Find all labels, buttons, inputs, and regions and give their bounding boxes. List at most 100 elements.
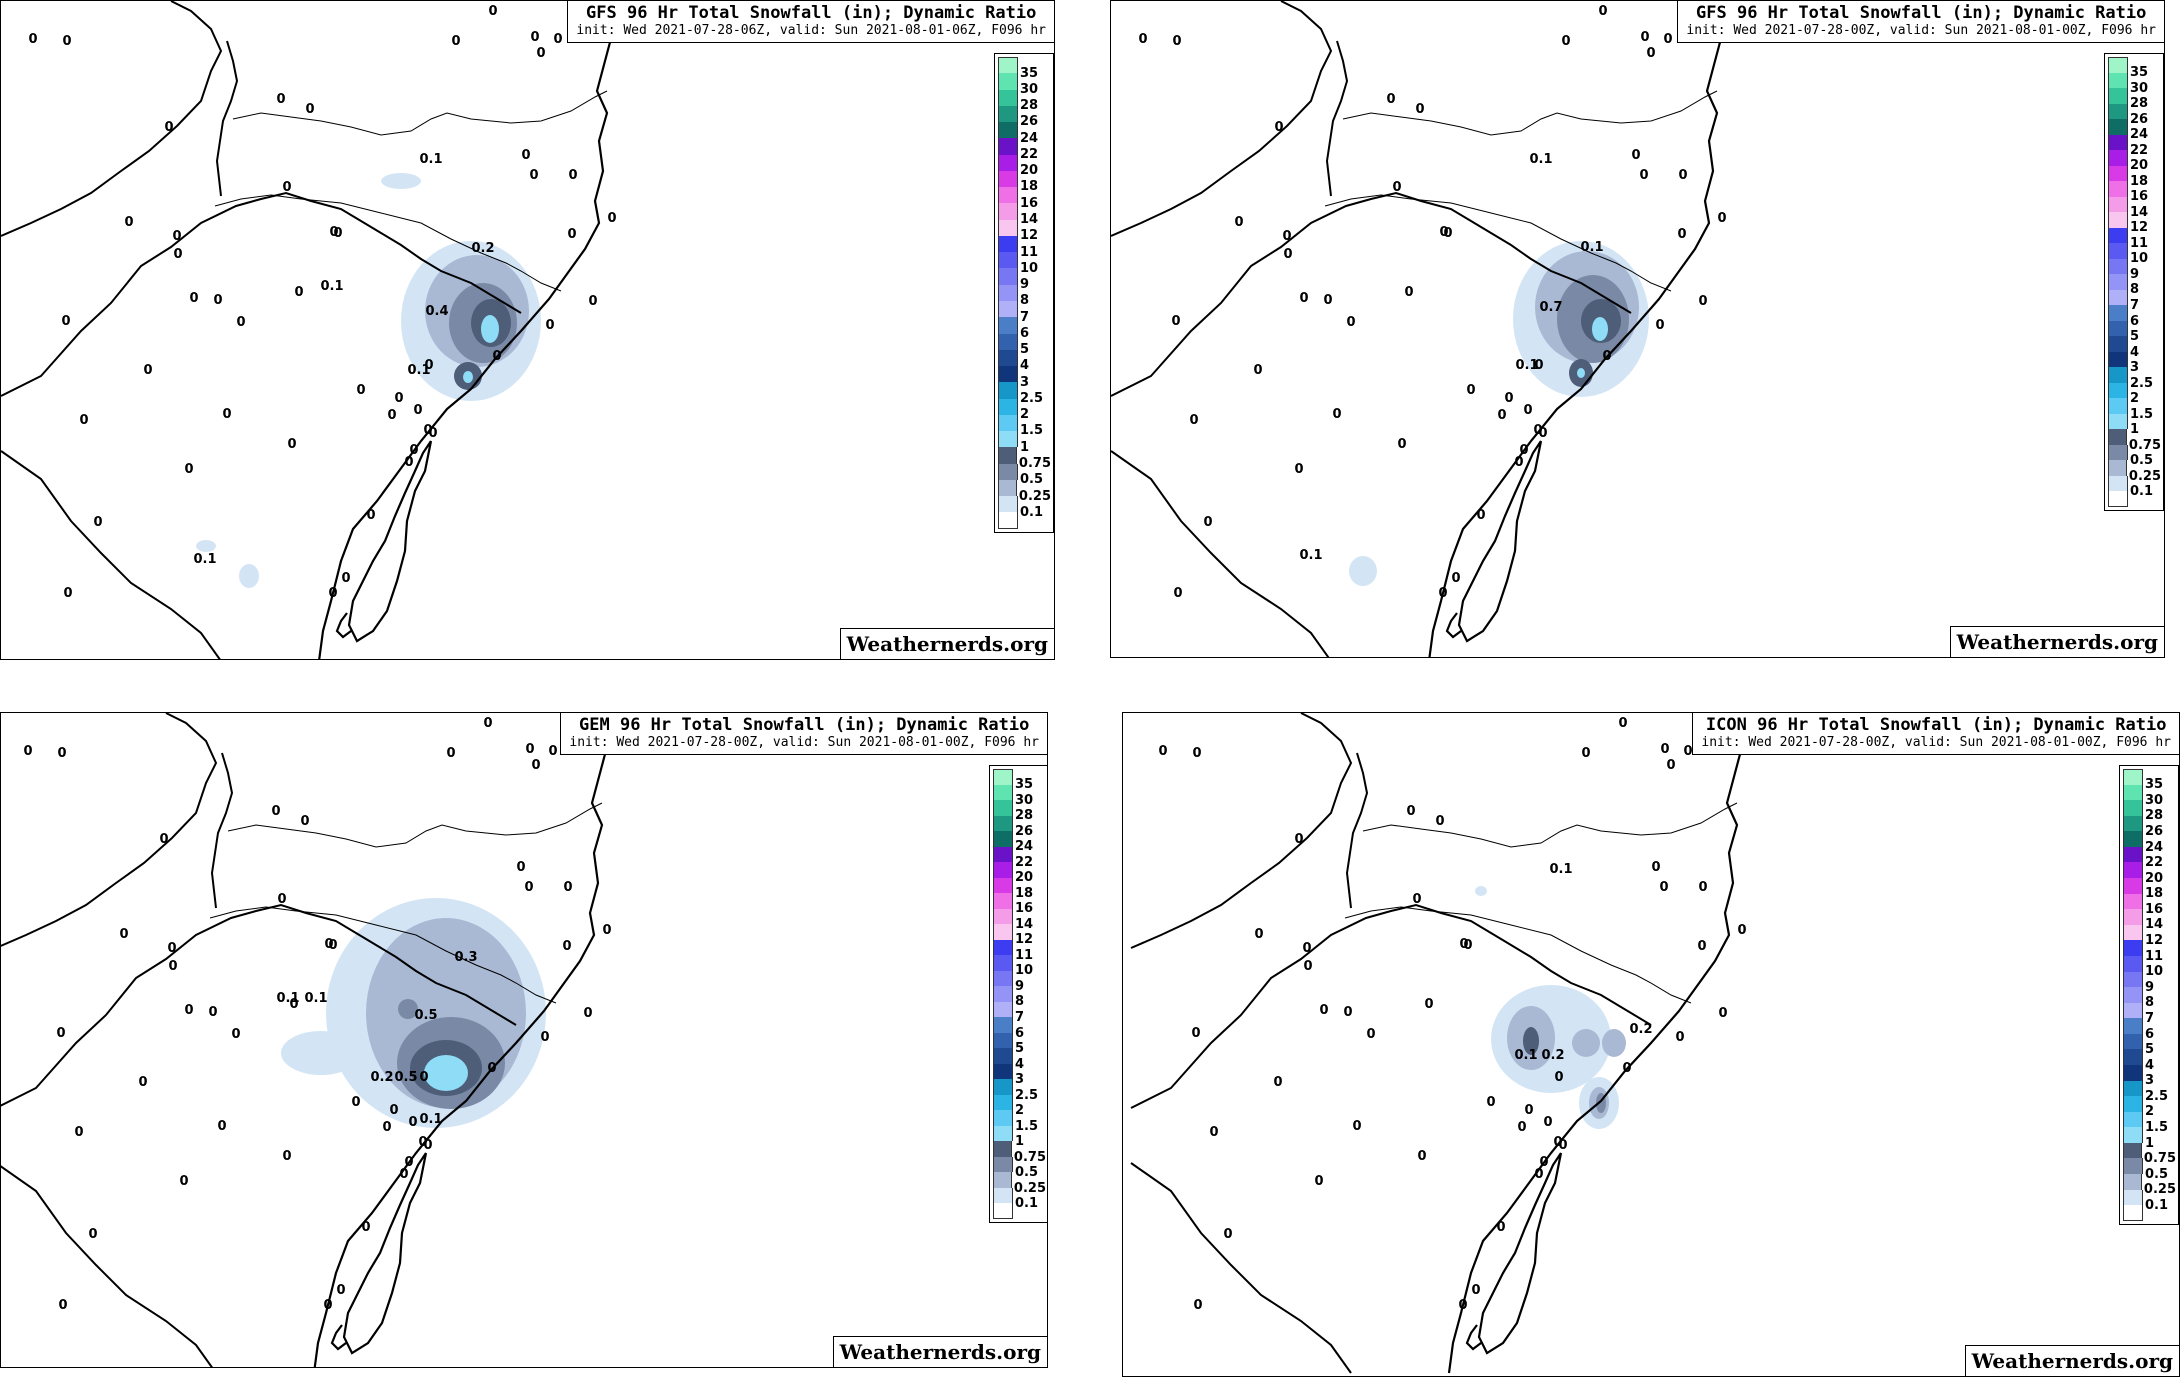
legend-swatch [2108, 305, 2128, 321]
station-zero-44: 0 [63, 586, 72, 601]
legend-level-16: 16 [993, 893, 1046, 915]
legend-label: 30 [2130, 80, 2149, 96]
legend-swatch [993, 1141, 1012, 1157]
legend-label: 8 [1015, 994, 1025, 1010]
legend-level-0.75: 0.75 [998, 447, 1051, 470]
station-zero-17: 0 [1319, 1003, 1328, 1018]
legend-swatch [2108, 289, 2128, 306]
legend-swatch [998, 73, 1018, 90]
legend-level-2.5: 2.5 [2123, 1080, 2176, 1103]
value-label-1: 0.3 [454, 950, 477, 965]
snowfall-contour-7 [463, 371, 473, 383]
station-zero-7: 0 [1663, 32, 1672, 47]
coastline-2 [1477, 1152, 1563, 1355]
legend-label: 7 [1020, 309, 1030, 325]
legend-swatch [993, 784, 1013, 801]
legend-label: 0.25 [1013, 1180, 1046, 1196]
station-zero-20: 0 [1404, 285, 1413, 300]
station-zero-39: 0 [1314, 1174, 1323, 1189]
legend-swatch [2123, 1174, 2142, 1190]
border-line-5 [1324, 194, 1672, 292]
station-zero-4: 0 [446, 746, 455, 761]
legend-label: 4 [1020, 358, 1030, 374]
station-zero-10: 0 [1274, 120, 1283, 135]
state-borders [1111, 1, 1718, 657]
value-label-6: 0.5 [394, 1070, 417, 1085]
coastline-1 [313, 713, 616, 1367]
legend-label: 16 [2145, 901, 2164, 917]
station-zero-43: 0 [88, 1227, 97, 1242]
legend-level-0.25: 0.25 [998, 479, 1051, 503]
station-zero-39: 0 [179, 1174, 188, 1189]
snowfall-contour-5 [481, 315, 499, 343]
coastline-3 [330, 1324, 347, 1351]
legend-level-1: 1 [998, 431, 1051, 454]
legend-level-18: 18 [2123, 878, 2176, 900]
legend-swatch [998, 431, 1018, 448]
legend-swatch [993, 1187, 1013, 1204]
station-zero-31: 0 [387, 408, 396, 423]
legend-label: 3 [2130, 359, 2140, 375]
legend-level-10: 10 [2123, 955, 2176, 978]
legend-level-7: 7 [2123, 1002, 2176, 1025]
legend-swatch [998, 317, 1018, 334]
station-zero-30: 0 [1466, 383, 1475, 398]
legend-swatch [998, 122, 1018, 139]
border-line-3 [1130, 1162, 1352, 1374]
station-zero-46: 0 [1458, 1298, 1467, 1313]
station-zero-9: 0 [305, 102, 314, 117]
legend-level-0.1: 0.1 [2108, 475, 2161, 498]
legend-label: 18 [1020, 179, 1039, 195]
legend-swatch [2108, 196, 2128, 213]
value-labels: 0.30.1 0.10.50.2 0.50.1 [276, 950, 477, 1127]
value-label-3: 0.1 [304, 991, 327, 1006]
legend-label: 2 [2130, 390, 2140, 406]
station-zero-27: 0 [1698, 294, 1707, 309]
map-subtitle: init: Wed 2021-07-28-00Z, valid: Sun 202… [1686, 23, 2156, 38]
legend-swatch [998, 333, 1018, 350]
legend-label: 18 [1015, 885, 1034, 901]
station-zero-42: 0 [1538, 426, 1547, 441]
station-zero-24: 0 [602, 923, 611, 938]
coastline-1 [1428, 1, 1731, 657]
legend-level-35: 35 [2108, 57, 2161, 79]
station-zero-3: 0 [483, 716, 492, 731]
station-zero-37: 0 [222, 407, 231, 422]
map-title-box: GEM 96 Hr Total Snowfall (in); Dynamic R… [560, 713, 1047, 755]
legend-label: 20 [2130, 158, 2149, 174]
legend-label: 6 [2145, 1026, 2155, 1042]
border-line-4 [1342, 90, 1718, 136]
legend-swatch [998, 463, 1018, 480]
legend-level-10: 10 [993, 955, 1046, 977]
legend-label: 3 [1015, 1071, 1025, 1087]
legend-swatch [2123, 1018, 2143, 1034]
border-line-4 [232, 90, 608, 136]
legend-label: 0.1 [1020, 504, 1044, 520]
legend-level-20: 20 [2123, 862, 2176, 885]
legend-label: 26 [1020, 114, 1039, 130]
legend-level-4: 4 [2123, 1049, 2176, 1071]
snowfall-contour-10 [239, 564, 259, 588]
legend-label: 7 [2145, 1010, 2155, 1026]
legend-label: 24 [2145, 839, 2164, 855]
legend-swatch [998, 89, 1018, 106]
value-labels: 0.1 0.2 0.1 0.2 [1514, 862, 1652, 1063]
legend-swatch [2108, 212, 2128, 228]
legend-swatch [998, 349, 1018, 367]
legend-level-5: 5 [2123, 1033, 2176, 1056]
legend-label: 20 [2145, 870, 2164, 886]
legend-swatch [993, 846, 1013, 863]
legend-level-16: 16 [2123, 893, 2176, 916]
legend-label: 1 [1020, 439, 1030, 455]
station-zero-21: 0 [1459, 937, 1468, 952]
station-zero-41: 0 [361, 1220, 370, 1235]
legend-swatch [998, 170, 1018, 188]
station-zero-12: 0 [124, 215, 133, 230]
station-zero-11: 0 [1678, 168, 1687, 183]
legend-level-26: 26 [2123, 815, 2176, 838]
legend-swatch [2123, 846, 2143, 863]
